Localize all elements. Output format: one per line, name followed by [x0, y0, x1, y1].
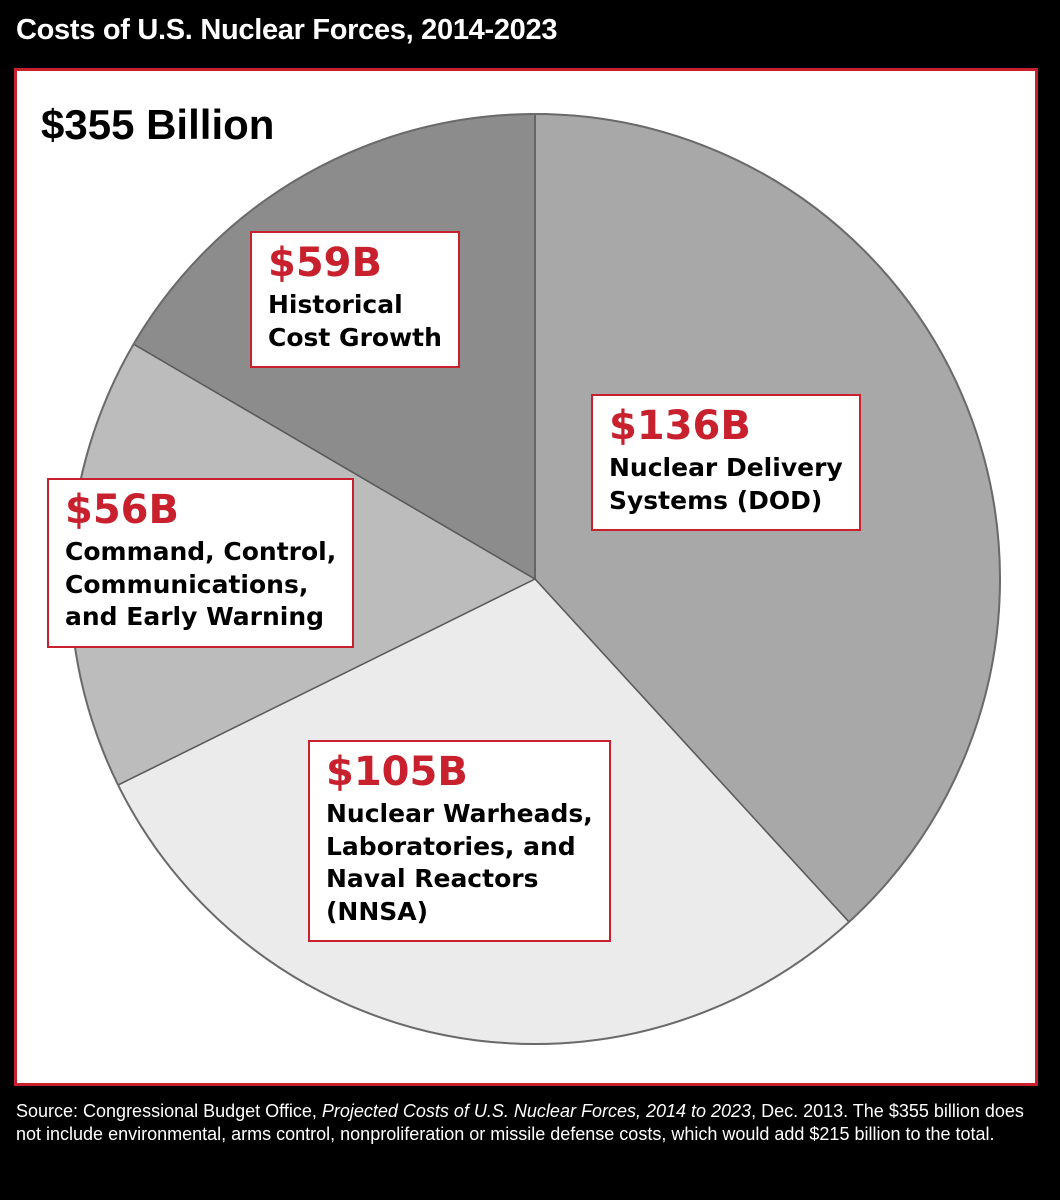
chart-title: Costs of U.S. Nuclear Forces, 2014-2023: [16, 14, 558, 46]
slice-value: $59B: [268, 240, 382, 286]
slice-category: Command, Control, Communications, and Ea…: [65, 537, 337, 631]
slice-value: $56B: [65, 487, 179, 533]
slice-label-command-control: $56B Command, Control, Communications, a…: [47, 478, 355, 648]
total-label: $355 Billion: [41, 101, 275, 148]
slice-category: Nuclear Warheads, Laboratories, and Nava…: [326, 799, 593, 926]
chart-panel: $355 Billion $136B Nuclear Delivery Syst…: [14, 68, 1038, 1086]
slice-category: Historical Cost Growth: [268, 290, 442, 352]
slice-label-historical-growth: $59B Historical Cost Growth: [250, 231, 460, 368]
slice-value: $136B: [609, 403, 751, 449]
source-note: Source: Congressional Budget Office, Pro…: [16, 1101, 1024, 1145]
slice-label-warheads-nnsa: $105B Nuclear Warheads, Laboratories, an…: [308, 740, 611, 942]
slice-category: Nuclear Delivery Systems (DOD): [609, 453, 843, 515]
slice-label-delivery-systems: $136B Nuclear Delivery Systems (DOD): [591, 394, 861, 531]
slice-value: $105B: [326, 749, 468, 795]
